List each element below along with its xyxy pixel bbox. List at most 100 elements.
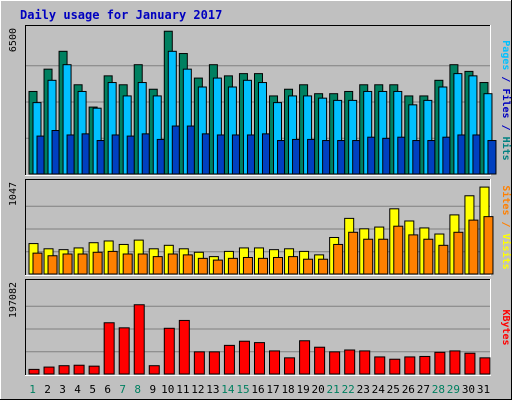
bar-sites-day-28 — [438, 244, 449, 275]
bar-kbytes-day-2 — [43, 366, 55, 375]
bar-kbytes-day-18 — [284, 357, 296, 375]
bar-sites-day-11 — [182, 254, 193, 275]
legend-part: Hits — [500, 137, 512, 161]
legend-part: Sites — [500, 185, 512, 215]
bar-sites-day-26 — [408, 234, 419, 275]
bar-sites-day-6 — [107, 250, 118, 275]
bar-sites-day-15 — [242, 256, 253, 275]
x-tick-label-day-25: 25 — [387, 383, 400, 396]
x-tick-label-day-11: 11 — [176, 383, 189, 396]
bar-sites-day-29 — [453, 231, 464, 275]
bar-sites-day-13 — [212, 259, 223, 275]
bar-kbytes-day-9 — [148, 365, 160, 375]
bar-sites-day-21 — [333, 243, 344, 275]
bar-pages-day-31 — [487, 140, 497, 175]
x-tick-label-day-20: 20 — [312, 383, 325, 396]
bar-kbytes-day-5 — [88, 365, 100, 375]
bar-kbytes-day-20 — [314, 346, 326, 375]
bar-kbytes-day-8 — [133, 304, 145, 375]
bar-kbytes-day-26 — [404, 356, 416, 375]
bar-kbytes-day-27 — [419, 355, 431, 375]
bar-kbytes-day-15 — [238, 340, 250, 375]
x-tick-label-day-21: 21 — [327, 383, 340, 396]
bar-sites-day-3 — [62, 253, 73, 275]
bar-sites-day-17 — [273, 256, 284, 275]
legend-part: / — [500, 215, 511, 233]
panel-series-legend: KBytes — [500, 309, 511, 345]
legend-part: Files — [500, 88, 512, 118]
x-tick-label-day-9: 9 — [149, 383, 156, 396]
x-tick-label-day-17: 17 — [266, 383, 279, 396]
legend-part: Visits — [500, 234, 512, 270]
x-tick-label-day-12: 12 — [191, 383, 204, 396]
bar-kbytes-day-16 — [253, 342, 265, 375]
bar-kbytes-day-1 — [28, 368, 40, 375]
bar-sites-day-22 — [348, 231, 359, 275]
x-tick-label-day-4: 4 — [74, 383, 81, 396]
x-tick-label-day-3: 3 — [59, 383, 66, 396]
bar-sites-day-18 — [288, 256, 299, 275]
x-tick-label-day-16: 16 — [251, 383, 264, 396]
y-axis-max-label: 197082 — [8, 282, 19, 318]
bar-kbytes-day-23 — [359, 350, 371, 375]
x-tick-label-day-5: 5 — [89, 383, 96, 396]
panel-series-legend: Sites / Visits — [500, 185, 512, 269]
panel-series-legend: Pages / Files / Hits — [500, 40, 512, 160]
x-tick-label-day-29: 29 — [447, 383, 460, 396]
x-tick-label-day-15: 15 — [236, 383, 249, 396]
chart-panels: 6500 Pages / Files / Hits 1047 Sites / Visi… — [8, 25, 512, 376]
bar-sites-day-5 — [92, 251, 103, 275]
bar-kbytes-day-29 — [449, 350, 461, 375]
bar-sites-day-23 — [363, 238, 374, 275]
x-tick-label-day-30: 30 — [462, 383, 475, 396]
bar-sites-day-9 — [152, 256, 163, 275]
bar-kbytes-day-22 — [344, 349, 356, 375]
bar-sites-day-25 — [393, 225, 404, 275]
bar-kbytes-day-12 — [193, 351, 205, 375]
x-tick-label-day-23: 23 — [357, 383, 370, 396]
x-tick-label-day-28: 28 — [432, 383, 445, 396]
bar-sites-day-30 — [468, 219, 479, 275]
bar-kbytes-day-19 — [299, 340, 311, 375]
bar-kbytes-day-25 — [389, 358, 401, 375]
bar-kbytes-day-11 — [178, 319, 190, 375]
bar-sites-day-8 — [137, 253, 148, 275]
y-axis-max-label: 6500 — [8, 28, 19, 52]
bar-sites-day-14 — [227, 257, 238, 275]
bar-sites-day-16 — [257, 257, 268, 275]
bar-kbytes-day-13 — [208, 351, 220, 375]
x-tick-label-day-10: 10 — [161, 383, 174, 396]
bar-kbytes-day-24 — [374, 356, 386, 375]
panel-visits-sites: 1047 Sites / Visits — [8, 179, 512, 276]
bar-kbytes-day-28 — [434, 351, 446, 375]
bar-sites-day-1 — [32, 252, 43, 275]
x-tick-label-day-26: 26 — [402, 383, 415, 396]
x-tick-label-day-24: 24 — [372, 383, 386, 396]
legend-part: / — [500, 119, 511, 137]
x-axis-day-labels: 1 2 3 4 5 6 7 8 9 10 11 12 13 14 15 16 17 18 19 20 21 22 23 24 2… — [29, 383, 490, 396]
bar-kbytes-day-6 — [103, 322, 115, 375]
x-tick-label-day-2: 2 — [44, 383, 51, 396]
chart-title: Daily usage for January 2017 — [20, 8, 222, 22]
bar-sites-day-20 — [318, 258, 329, 275]
panel-kbytes: 197082 KBytes — [8, 279, 511, 376]
bar-kbytes-day-21 — [329, 351, 341, 375]
legend-part: KBytes — [500, 309, 511, 345]
bar-kbytes-day-4 — [73, 364, 85, 375]
bar-kbytes-day-14 — [223, 344, 235, 375]
x-tick-label-day-8: 8 — [134, 383, 141, 396]
x-tick-label-day-18: 18 — [281, 383, 294, 396]
bar-sites-day-2 — [47, 255, 58, 275]
bar-kbytes-day-17 — [269, 350, 281, 375]
x-tick-label-day-27: 27 — [417, 383, 430, 396]
bar-kbytes-day-7 — [118, 327, 130, 375]
bar-sites-day-12 — [197, 257, 208, 275]
bar-sites-day-4 — [77, 253, 88, 275]
bar-sites-day-24 — [378, 238, 389, 275]
bar-sites-day-10 — [167, 253, 178, 275]
x-tick-label-day-6: 6 — [104, 383, 111, 396]
bar-kbytes-day-30 — [464, 352, 476, 375]
legend-part: / — [500, 70, 511, 88]
x-tick-label-day-7: 7 — [119, 383, 126, 396]
